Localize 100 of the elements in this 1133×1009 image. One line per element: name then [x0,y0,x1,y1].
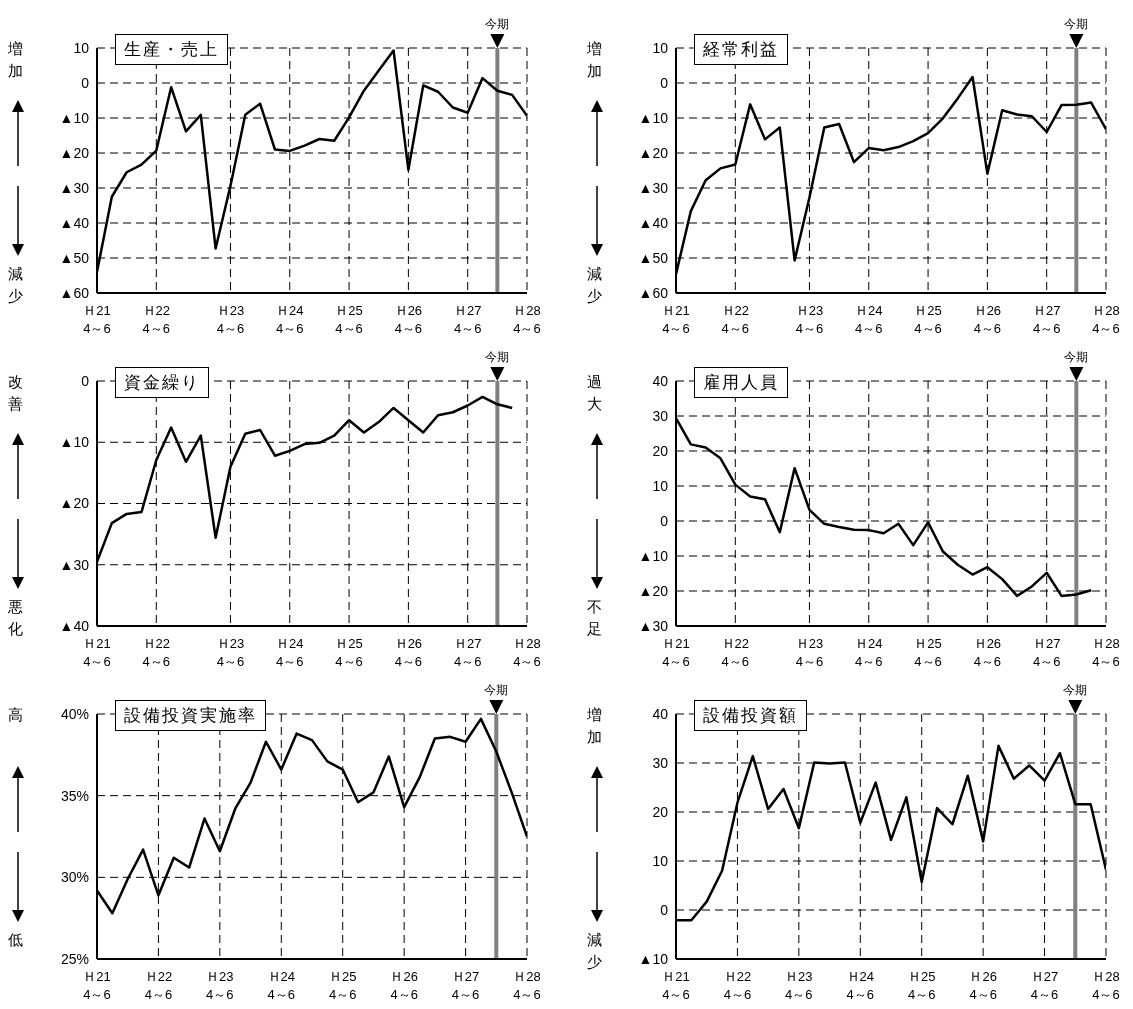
x-tick-label: Ｈ27 4～6 [451,969,480,1002]
x-tick-label: Ｈ24 4～6 [276,303,304,336]
x-tick-label: Ｈ21 4～6 [83,303,111,336]
x-tick-label: Ｈ23 4～6 [795,636,824,669]
text: 高 [8,705,24,725]
x-tick-label: Ｈ22 4～6 [142,636,171,669]
x-tick-label: Ｈ23 4～6 [795,303,824,336]
x-tick-label: Ｈ23 4～6 [216,303,245,336]
x-tick-label: Ｈ27 4～6 [453,636,482,669]
text: 増加 [587,39,603,81]
x-tick-label: Ｈ25 4～6 [328,969,357,1002]
chart-title: 生産・売上 [115,34,228,65]
x-tick-label: Ｈ27 4～6 [1032,303,1061,336]
y-tick-label: ▲30 [59,179,90,196]
y-tick-label: 30% [60,869,89,886]
text: 不足 [587,597,603,639]
text: 増加 [587,705,603,747]
x-tick-label: Ｈ21 4～6 [83,969,111,1002]
y-tick-label: ▲10 [638,109,669,126]
y-tick-label: ▲30 [59,556,90,573]
text: 今期 [485,350,510,364]
y-tick-label: ▲20 [638,144,669,161]
text: 改善 [8,372,24,414]
y-tick-label: ▲60 [59,284,90,301]
x-tick-label: Ｈ27 4～6 [1030,969,1059,1002]
x-tick-label: Ｈ26 4～6 [973,636,1002,669]
y-tick-label: 10 [652,852,669,869]
x-tick-label: Ｈ22 4～6 [142,303,171,336]
y-tick-label: ▲10 [638,950,669,967]
y-tick-label: 40% [60,705,89,722]
y-tick-label: ▲20 [59,495,90,512]
y-tick-label: ▲10 [59,109,90,126]
x-tick-label: Ｈ28 4～6 [513,303,541,336]
x-tick-label: Ｈ27 4～6 [453,303,482,336]
text: 増加 [8,39,24,81]
x-tick-label: Ｈ25 4～6 [907,969,936,1002]
x-tick-label: Ｈ28 4～6 [1092,969,1120,1002]
y-tick-label: ▲40 [59,214,90,231]
x-tick-label: Ｈ26 4～6 [973,303,1002,336]
x-tick-label: Ｈ23 4～6 [206,969,234,1002]
y-tick-label: 0 [660,512,669,529]
y-tick-label: 0 [660,901,669,918]
x-tick-label: Ｈ28 4～6 [513,969,541,1002]
x-tick-label: Ｈ23 4～6 [216,636,245,669]
y-tick-label: 10 [73,39,90,56]
x-tick-label: Ｈ21 4～6 [662,303,690,336]
x-tick-label: Ｈ24 4～6 [276,636,304,669]
text: 今期 [1064,350,1089,364]
x-tick-label: Ｈ25 4～6 [335,303,363,336]
y-tick-label: 20 [652,442,669,459]
x-tick-label: Ｈ26 4～6 [390,969,418,1002]
x-tick-label: Ｈ24 4～6 [855,303,883,336]
y-tick-label: 25% [60,950,89,967]
text: 今期 [1064,17,1089,31]
y-tick-label: 0 [81,74,90,91]
x-tick-label: Ｈ22 4～6 [723,969,752,1002]
y-tick-label: 35% [60,787,89,804]
y-tick-label: ▲50 [638,249,669,266]
text: 過大 [587,372,603,414]
text: 減少 [587,930,603,972]
y-tick-label: 30 [652,407,669,424]
text: 今期 [1063,683,1088,697]
text: 悪化 [8,597,24,639]
x-tick-label: Ｈ23 4～6 [785,969,813,1002]
x-tick-label: Ｈ25 4～6 [914,303,942,336]
x-tick-label: Ｈ21 4～6 [662,636,690,669]
x-tick-label: Ｈ22 4～6 [144,969,173,1002]
x-tick-label: Ｈ28 4～6 [1092,303,1120,336]
chart-title: 資金繰り [115,367,209,398]
y-tick-label: ▲60 [638,284,669,301]
x-tick-label: Ｈ26 4～6 [394,636,423,669]
x-tick-label: Ｈ28 4～6 [513,636,541,669]
x-tick-label: Ｈ27 4～6 [1032,636,1061,669]
y-tick-label: 10 [652,477,669,494]
x-tick-label: Ｈ28 4～6 [1092,636,1120,669]
y-tick-label: ▲20 [638,582,669,599]
chart-title: 経常利益 [694,34,788,65]
text: 減少 [8,264,24,306]
x-tick-label: Ｈ22 4～6 [721,636,750,669]
x-tick-label: Ｈ25 4～6 [335,636,363,669]
chart-title: 設備投資実施率 [115,700,266,731]
x-tick-label: Ｈ26 4～6 [969,969,997,1002]
y-tick-label: ▲30 [638,179,669,196]
x-tick-label: Ｈ25 4～6 [914,636,942,669]
y-tick-label: 0 [660,74,669,91]
y-tick-label: ▲20 [59,144,90,161]
x-tick-label: Ｈ21 4～6 [662,969,690,1002]
y-tick-label: 20 [652,803,669,820]
x-tick-label: Ｈ24 4～6 [846,969,875,1002]
x-tick-label: Ｈ24 4～6 [267,969,296,1002]
y-tick-label: ▲30 [638,617,669,634]
chart-title: 雇用人員 [694,367,788,398]
y-tick-label: ▲10 [59,434,90,451]
y-tick-label: 0 [81,372,90,389]
y-tick-label: 40 [652,372,669,389]
x-tick-label: Ｈ24 4～6 [855,636,883,669]
x-tick-label: Ｈ26 4～6 [394,303,423,336]
x-tick-label: Ｈ22 4～6 [721,303,750,336]
y-tick-label: 40 [652,705,669,722]
text: 低 [8,930,24,950]
